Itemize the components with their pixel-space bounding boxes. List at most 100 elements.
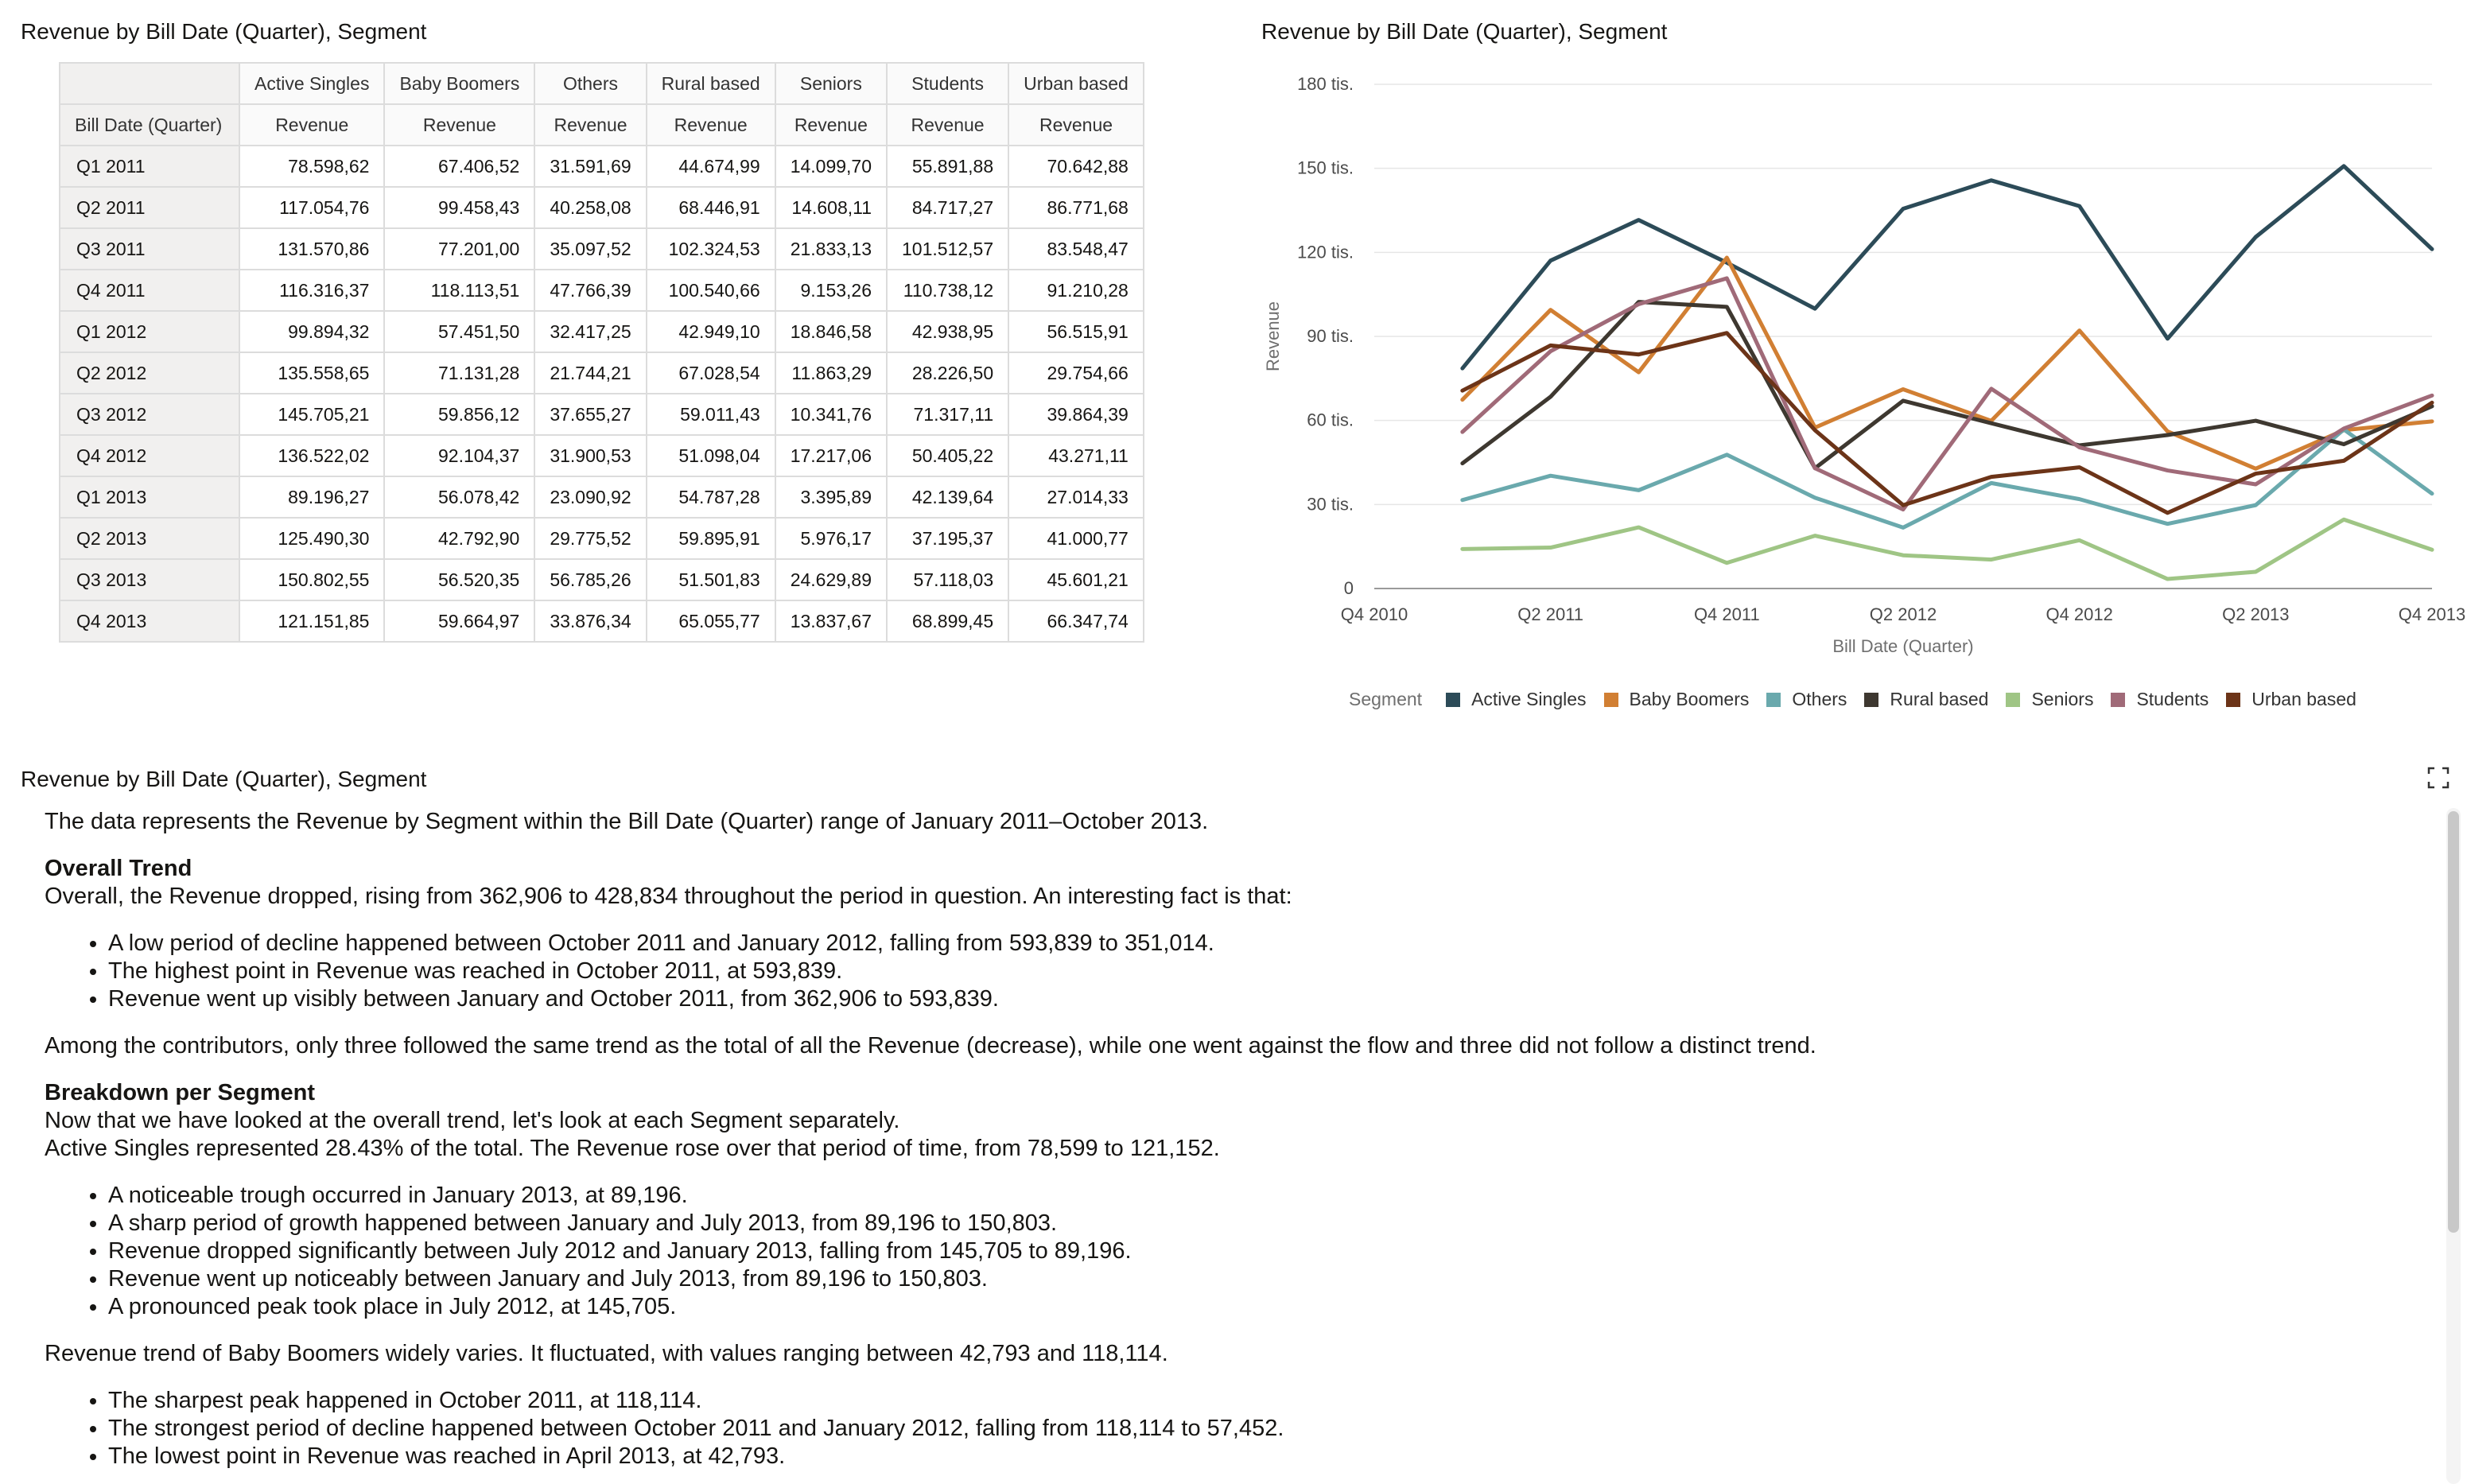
table-cell[interactable]: 59.895,91 bbox=[645, 517, 776, 560]
table-cell[interactable]: 51.098,04 bbox=[645, 434, 776, 477]
row-header-cell[interactable]: Q3 2013 bbox=[59, 558, 240, 601]
table-cell[interactable]: 32.417,25 bbox=[534, 310, 647, 353]
table-cell[interactable]: 10.341,76 bbox=[774, 393, 888, 436]
row-header-cell[interactable]: Q3 2011 bbox=[59, 227, 240, 270]
line-chart[interactable]: 0 30 tis. 60 tis. 90 tis. 120 tis. 150 tis. 18… bbox=[1257, 56, 2465, 668]
series-line[interactable] bbox=[1460, 276, 2434, 512]
table-cell[interactable]: 14.608,11 bbox=[774, 186, 888, 229]
table-cell[interactable]: 54.787,28 bbox=[645, 476, 776, 519]
table-cell[interactable]: 9.153,26 bbox=[774, 269, 888, 312]
table-cell[interactable]: 41.000,77 bbox=[1008, 517, 1144, 560]
legend-item[interactable]: Seniors bbox=[2006, 689, 2093, 710]
table-cell[interactable]: 21.833,13 bbox=[774, 227, 888, 270]
row-header-cell[interactable]: Q1 2012 bbox=[59, 310, 240, 353]
table-cell[interactable]: 57.118,03 bbox=[886, 558, 1010, 601]
row-header-cell[interactable]: Q4 2011 bbox=[59, 269, 240, 312]
row-header-cell[interactable]: Q3 2012 bbox=[59, 393, 240, 436]
table-cell[interactable]: 59.856,12 bbox=[383, 393, 536, 436]
series-line[interactable] bbox=[1460, 517, 2434, 581]
row-header-cell[interactable]: Q2 2013 bbox=[59, 517, 240, 560]
table-cell[interactable]: 101.512,57 bbox=[886, 227, 1010, 270]
table-cell[interactable]: 47.766,39 bbox=[534, 269, 647, 312]
table-cell[interactable]: 65.055,77 bbox=[645, 600, 776, 643]
table-cell[interactable]: 56.515,91 bbox=[1008, 310, 1144, 353]
table-cell[interactable]: 86.771,68 bbox=[1008, 186, 1144, 229]
table-cell[interactable]: 56.078,42 bbox=[383, 476, 536, 519]
legend-item[interactable]: Baby Boomers bbox=[1603, 689, 1749, 710]
table-cell[interactable]: 43.271,11 bbox=[1008, 434, 1144, 477]
column-header-segment[interactable]: Others bbox=[534, 62, 647, 105]
series-line[interactable] bbox=[1460, 164, 2434, 371]
table-cell[interactable]: 23.090,92 bbox=[534, 476, 647, 519]
table-cell[interactable]: 42.139,64 bbox=[886, 476, 1010, 519]
table-cell[interactable]: 136.522,02 bbox=[238, 434, 386, 477]
table-cell[interactable]: 125.490,30 bbox=[238, 517, 386, 560]
column-header-measure[interactable]: Revenue bbox=[645, 103, 776, 146]
table-cell[interactable]: 39.864,39 bbox=[1008, 393, 1144, 436]
row-header-cell[interactable]: Q4 2012 bbox=[59, 434, 240, 477]
table-cell[interactable]: 59.664,97 bbox=[383, 600, 536, 643]
table-cell[interactable]: 24.629,89 bbox=[774, 558, 888, 601]
table-cell[interactable]: 118.113,51 bbox=[383, 269, 536, 312]
table-cell[interactable]: 50.405,22 bbox=[886, 434, 1010, 477]
column-header-segment[interactable]: Students bbox=[886, 62, 1010, 105]
table-cell[interactable]: 42.792,90 bbox=[383, 517, 536, 560]
table-cell[interactable]: 51.501,83 bbox=[645, 558, 776, 601]
series-line[interactable] bbox=[1460, 427, 2434, 530]
row-header-cell[interactable]: Q2 2011 bbox=[59, 186, 240, 229]
column-header-segment[interactable]: Baby Boomers bbox=[383, 62, 536, 105]
table-cell[interactable]: 99.458,43 bbox=[383, 186, 536, 229]
table-cell[interactable]: 18.846,58 bbox=[774, 310, 888, 353]
legend-item[interactable]: Others bbox=[1766, 689, 1847, 710]
table-cell[interactable]: 67.406,52 bbox=[383, 145, 536, 188]
table-cell[interactable]: 14.099,70 bbox=[774, 145, 888, 188]
table-cell[interactable]: 56.520,35 bbox=[383, 558, 536, 601]
table-cell[interactable]: 116.316,37 bbox=[238, 269, 386, 312]
column-header-segment[interactable]: Active Singles bbox=[238, 62, 386, 105]
table-cell[interactable]: 92.104,37 bbox=[383, 434, 536, 477]
table-cell[interactable]: 5.976,17 bbox=[774, 517, 888, 560]
table-cell[interactable]: 59.011,43 bbox=[645, 393, 776, 436]
row-header-cell[interactable]: Q2 2012 bbox=[59, 352, 240, 394]
table-cell[interactable]: 135.558,65 bbox=[238, 352, 386, 394]
column-header-segment[interactable]: Seniors bbox=[774, 62, 888, 105]
table-cell[interactable]: 55.891,88 bbox=[886, 145, 1010, 188]
table-cell[interactable]: 100.540,66 bbox=[645, 269, 776, 312]
table-cell[interactable]: 70.642,88 bbox=[1008, 145, 1144, 188]
table-cell[interactable]: 67.028,54 bbox=[645, 352, 776, 394]
table-cell[interactable]: 110.738,12 bbox=[886, 269, 1010, 312]
table-cell[interactable]: 40.258,08 bbox=[534, 186, 647, 229]
table-cell[interactable]: 17.217,06 bbox=[774, 434, 888, 477]
row-header-label[interactable]: Bill Date (Quarter) bbox=[59, 103, 240, 146]
expand-icon[interactable] bbox=[2427, 767, 2450, 789]
table-cell[interactable]: 131.570,86 bbox=[238, 227, 386, 270]
series-line[interactable] bbox=[1460, 331, 2434, 515]
table-cell[interactable]: 150.802,55 bbox=[238, 558, 386, 601]
table-cell[interactable]: 68.446,91 bbox=[645, 186, 776, 229]
legend-item[interactable]: Students bbox=[2111, 689, 2209, 710]
column-header-measure[interactable]: Revenue bbox=[238, 103, 386, 146]
table-cell[interactable]: 13.837,67 bbox=[774, 600, 888, 643]
row-header-cell[interactable]: Q1 2011 bbox=[59, 145, 240, 188]
column-header-measure[interactable]: Revenue bbox=[534, 103, 647, 146]
table-cell[interactable]: 91.210,28 bbox=[1008, 269, 1144, 312]
table-cell[interactable]: 102.324,53 bbox=[645, 227, 776, 270]
table-cell[interactable]: 29.754,66 bbox=[1008, 352, 1144, 394]
table-cell[interactable]: 28.226,50 bbox=[886, 352, 1010, 394]
row-header-cell[interactable]: Q1 2013 bbox=[59, 476, 240, 519]
legend-item[interactable]: Active Singles bbox=[1446, 689, 1587, 710]
legend-item[interactable]: Urban based bbox=[2226, 689, 2356, 710]
table-cell[interactable]: 31.591,69 bbox=[534, 145, 647, 188]
table-cell[interactable]: 99.894,32 bbox=[238, 310, 386, 353]
table-cell[interactable]: 37.195,37 bbox=[886, 517, 1010, 560]
table-cell[interactable]: 57.451,50 bbox=[383, 310, 536, 353]
table-cell[interactable]: 77.201,00 bbox=[383, 227, 536, 270]
legend-item[interactable]: Rural based bbox=[1864, 689, 1988, 710]
table-cell[interactable]: 33.876,34 bbox=[534, 600, 647, 643]
table-cell[interactable]: 71.131,28 bbox=[383, 352, 536, 394]
row-header-cell[interactable]: Q4 2013 bbox=[59, 600, 240, 643]
table-cell[interactable]: 37.655,27 bbox=[534, 393, 647, 436]
column-header-measure[interactable]: Revenue bbox=[1008, 103, 1144, 146]
table-cell[interactable]: 11.863,29 bbox=[774, 352, 888, 394]
series-line[interactable] bbox=[1460, 300, 2434, 471]
